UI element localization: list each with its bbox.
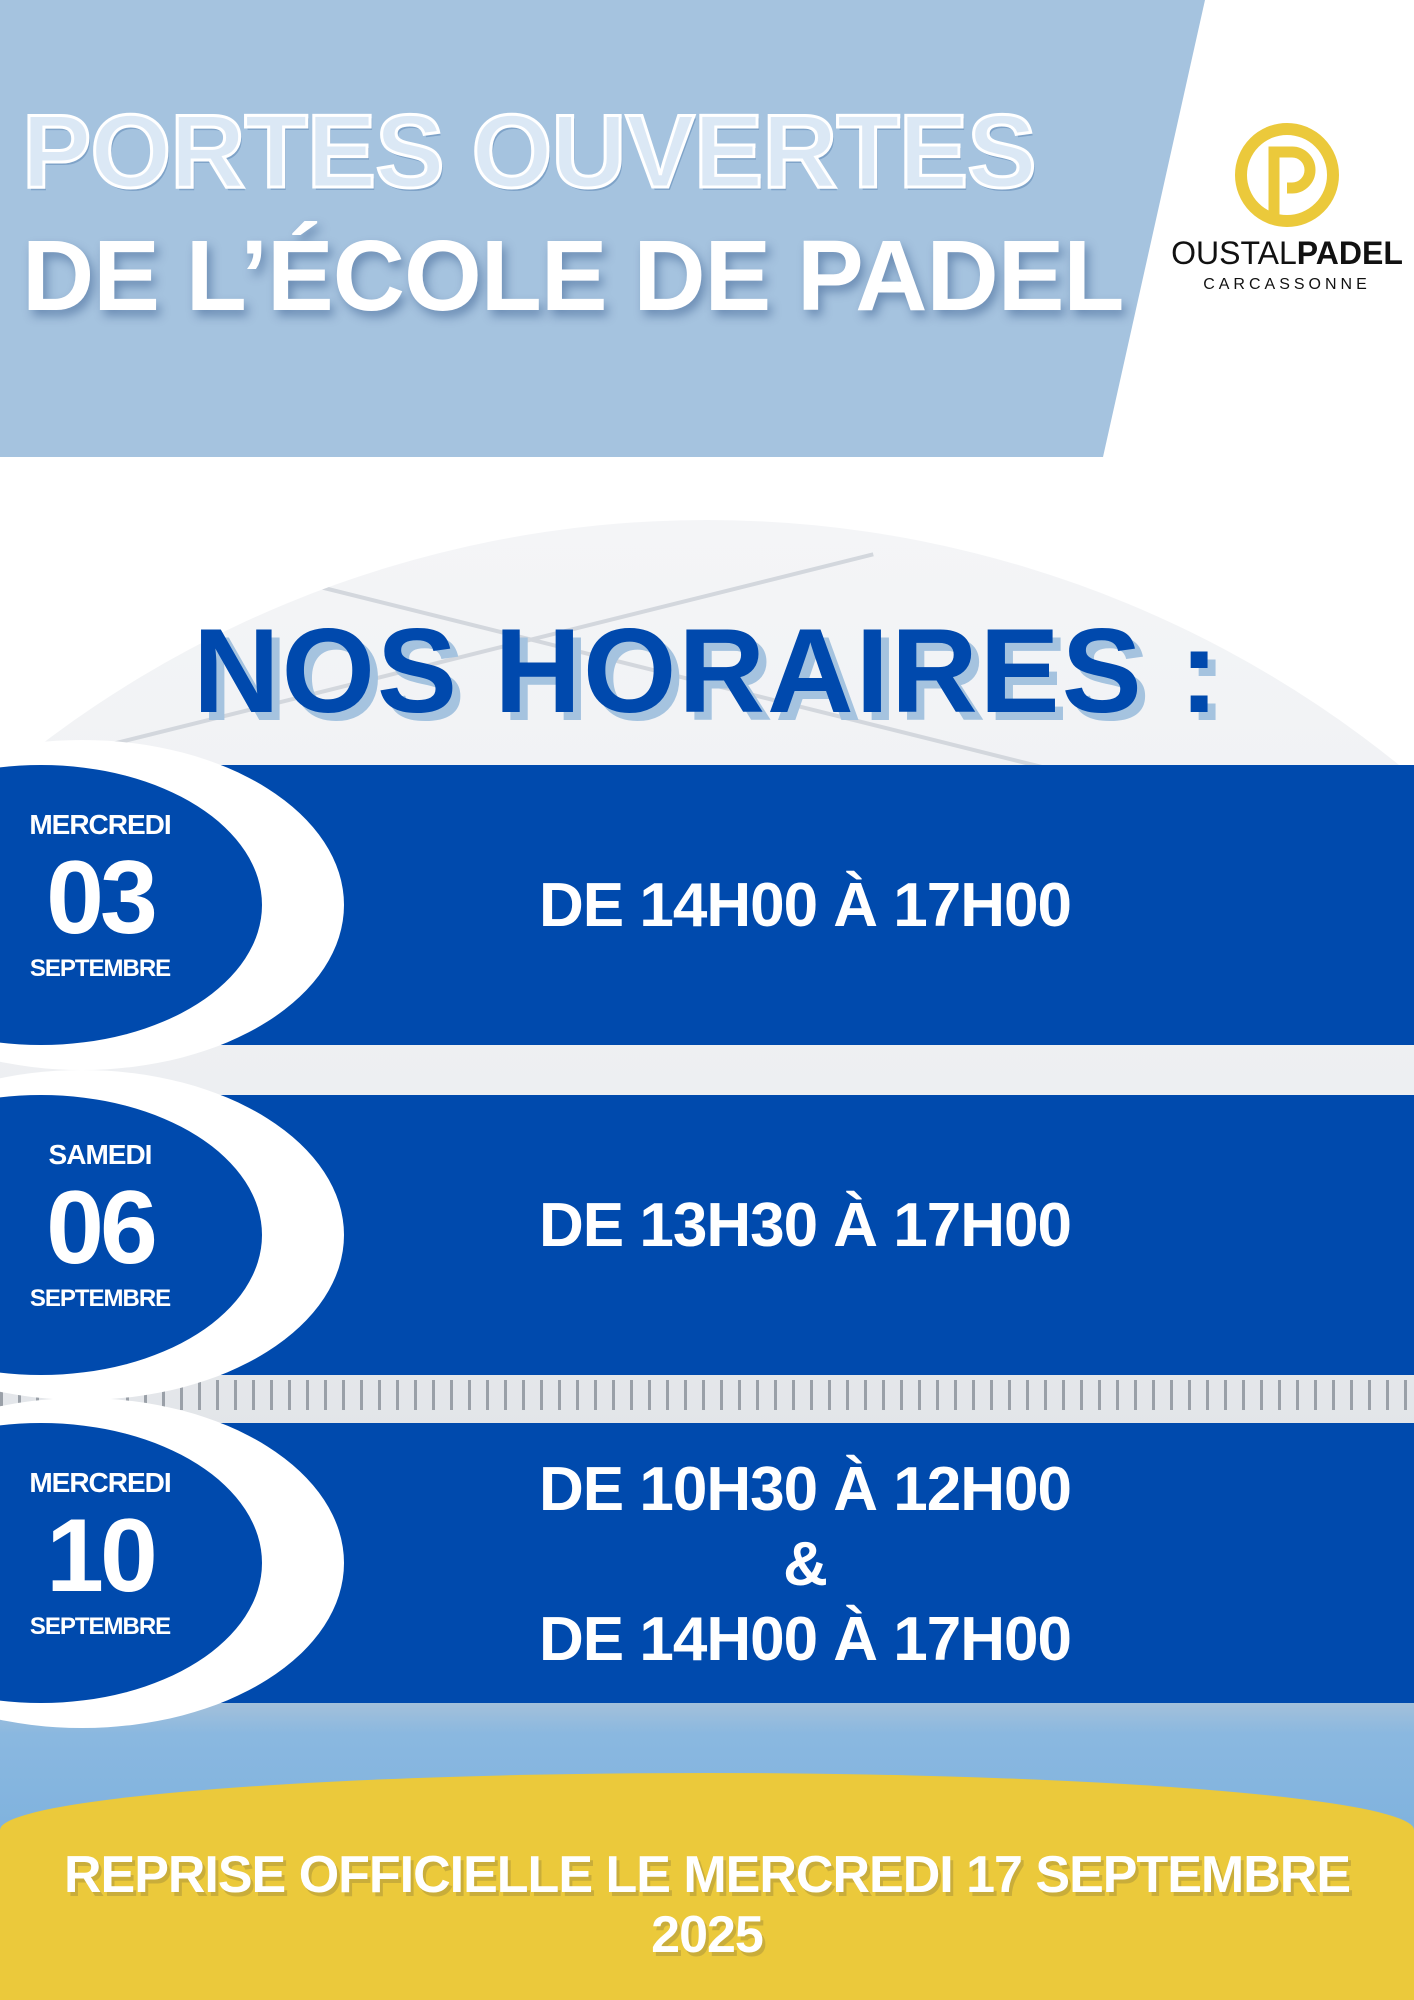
month-label: SEPTEMBRE — [29, 1613, 171, 1640]
hours: DE 13H30 À 17H00 — [370, 1188, 1240, 1263]
hours: DE 10H30 À 12H00 & DE 14H00 À 17H00 — [370, 1452, 1240, 1677]
day-number: 06 — [46, 1170, 158, 1286]
title-line-2: DE L’ÉCOLE DE PADEL — [22, 220, 1125, 332]
hours-line: DE 10H30 À 12H00 — [539, 1455, 1072, 1524]
month-label: SEPTEMBRE — [29, 955, 171, 982]
date-badge: MERCREDI 10 SEPTEMBRE — [0, 1466, 200, 1642]
hours-line: DE 14H00 À 17H00 — [539, 871, 1072, 940]
day-label: MERCREDI — [29, 809, 171, 840]
schedule-heading: NOS HORAIRES : — [192, 604, 1222, 738]
logo-city: CARCASSONNE — [1203, 276, 1371, 293]
hours-line: DE 13H30 À 17H00 — [539, 1191, 1072, 1260]
footer-text: REPRISE OFFICIELLE LE MERCREDI 17 SEPTEM… — [63, 1846, 1351, 1964]
hours-line: DE 14H00 À 17H00 — [539, 1605, 1072, 1674]
day-number: 03 — [46, 840, 158, 956]
hours-separator: & — [783, 1530, 828, 1599]
footer-panel — [0, 1773, 1414, 2000]
date-badge: SAMEDI 06 SEPTEMBRE — [0, 1138, 200, 1314]
logo-brand: OUSTALPADEL — [1171, 235, 1403, 271]
title-line-1: PORTES OUVERTES — [21, 94, 1039, 210]
day-number: 10 — [46, 1498, 158, 1614]
day-label: MERCREDI — [29, 1467, 171, 1498]
logo: OUSTALPADEL CARCASSONNE — [1160, 120, 1414, 320]
date-badge: MERCREDI 03 SEPTEMBRE — [0, 808, 200, 984]
hours: DE 14H00 À 17H00 — [370, 868, 1240, 943]
header-panel — [0, 0, 1205, 457]
day-label: SAMEDI — [48, 1139, 153, 1170]
padel-logo-icon — [1235, 123, 1339, 227]
month-label: SEPTEMBRE — [29, 1285, 171, 1312]
